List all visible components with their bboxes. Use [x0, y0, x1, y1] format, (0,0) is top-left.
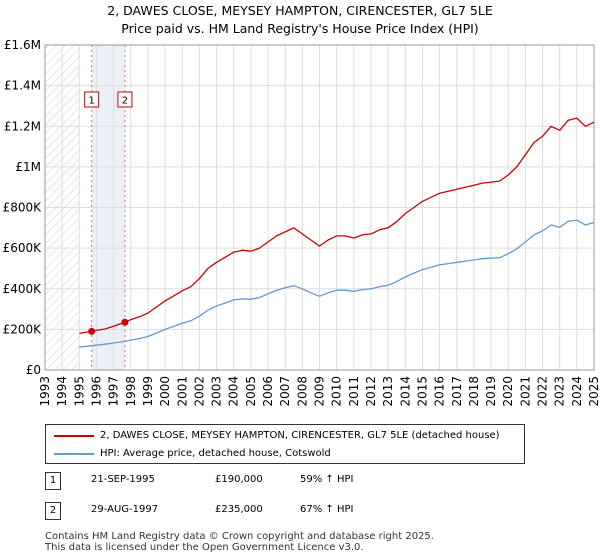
x-tick-label: 1996: [89, 376, 103, 407]
sale-number-badge: 1: [45, 472, 61, 490]
legend-swatch-property: [54, 435, 94, 437]
sale-hpi-change: 67% ↑ HPI: [300, 504, 354, 515]
x-tick-label: 2007: [278, 376, 292, 407]
x-tick-label: 1998: [124, 376, 138, 407]
x-tick-label: 2017: [450, 376, 464, 407]
x-tick-label: 2020: [501, 376, 515, 407]
y-tick-label: £200K: [3, 322, 43, 336]
x-tick-label: 1999: [141, 376, 155, 407]
sale-hpi-change: 59% ↑ HPI: [300, 474, 354, 485]
legend-label-property: 2, DAWES CLOSE, MEYSEY HAMPTON, CIRENCES…: [100, 430, 500, 441]
x-tick-label: 2015: [415, 376, 429, 407]
y-tick-label: £600K: [3, 241, 43, 255]
x-tick-label: 2016: [433, 376, 447, 407]
plot-border: [44, 44, 595, 371]
sale-label-number: 1: [88, 96, 94, 107]
sale-number-badge: 2: [45, 502, 61, 520]
y-tick-label: £1.6M: [4, 38, 41, 52]
x-tick-label: 2003: [210, 376, 224, 407]
footer-attribution: Contains HM Land Registry data © Crown c…: [45, 531, 434, 553]
legend-swatch-hpi: [54, 453, 94, 455]
y-tick-label: £0: [26, 363, 41, 377]
y-tick-label: £1.2M: [4, 119, 41, 133]
x-tick-label: 1994: [55, 376, 69, 407]
y-tick-label: £1.4M: [4, 79, 41, 93]
x-tick-label: 2002: [192, 376, 206, 407]
x-tick-label: 2025: [587, 376, 600, 407]
x-tick-label: 2012: [364, 376, 378, 407]
sale-label-number: 2: [122, 96, 128, 107]
x-tick-label: 2004: [227, 376, 241, 407]
x-tick-label: 2014: [398, 376, 412, 407]
y-tick-label: £400K: [3, 282, 43, 296]
x-tick-label: 2019: [484, 376, 498, 407]
x-tick-label: 2008: [295, 376, 309, 407]
x-tick-label: 2000: [158, 376, 172, 407]
sale-point: [88, 327, 96, 335]
y-tick-label: £800K: [3, 201, 43, 215]
sale-point: [121, 318, 129, 326]
chart-legend: 2, DAWES CLOSE, MEYSEY HAMPTON, CIRENCES…: [45, 424, 525, 464]
x-tick-label: 2001: [175, 376, 189, 407]
chart-title-line: 2, DAWES CLOSE, MEYSEY HAMPTON, CIRENCES…: [107, 3, 493, 18]
sale-row: 1 21-SEP-1995 £190,000 59% ↑ HPI: [45, 472, 565, 492]
x-tick-label: 2010: [330, 376, 344, 407]
footer-line-1: Contains HM Land Registry data © Crown c…: [45, 531, 434, 542]
x-tick-label: 2018: [467, 376, 481, 407]
chart-subtitle-line: Price paid vs. HM Land Registry's House …: [121, 21, 479, 36]
x-tick-label: 2022: [536, 376, 550, 407]
sale-date: 21-SEP-1995: [91, 474, 155, 485]
x-tick-label: 1995: [72, 376, 86, 407]
sale-price: £190,000: [215, 474, 263, 485]
legend-label-hpi: HPI: Average price, detached house, Cots…: [100, 448, 331, 459]
y-tick-label: £1M: [15, 160, 41, 174]
x-tick-label: 1997: [107, 376, 121, 407]
x-tick-label: 2013: [381, 376, 395, 407]
x-tick-label: 2023: [553, 376, 567, 407]
footer-line-2: This data is licensed under the Open Gov…: [45, 542, 364, 553]
x-tick-label: 2009: [313, 376, 327, 407]
x-tick-label: 2006: [261, 376, 275, 407]
x-tick-label: 1993: [38, 376, 52, 407]
price-chart: £0 £200K £400K £600K £800K £1M £1.2M £1.4M £1.6M…: [3, 38, 600, 407]
x-tick-label: 2011: [347, 376, 361, 407]
property-price-line: [79, 117, 595, 335]
sale-price: £235,000: [215, 504, 263, 515]
sale-label-box: [117, 91, 133, 108]
sale-label-box: [84, 91, 100, 108]
sale-date: 29-AUG-1997: [91, 504, 159, 515]
x-tick-label: 2005: [244, 376, 258, 407]
hpi-line: [79, 219, 595, 348]
x-tick-label: 2024: [570, 376, 584, 407]
chart-title: 2, DAWES CLOSE, MEYSEY HAMPTON, CIRENCES…: [0, 2, 600, 38]
sale-row: 2 29-AUG-1997 £235,000 67% ↑ HPI: [45, 502, 565, 522]
x-tick-label: 2021: [518, 376, 532, 407]
